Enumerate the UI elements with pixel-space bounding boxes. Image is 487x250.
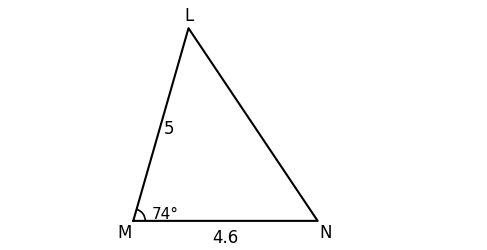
- Text: 74°: 74°: [151, 206, 178, 221]
- Text: M: M: [117, 223, 131, 241]
- Text: N: N: [319, 223, 332, 241]
- Text: 4.6: 4.6: [212, 228, 239, 246]
- Text: L: L: [184, 7, 193, 25]
- Text: 5: 5: [164, 120, 174, 138]
